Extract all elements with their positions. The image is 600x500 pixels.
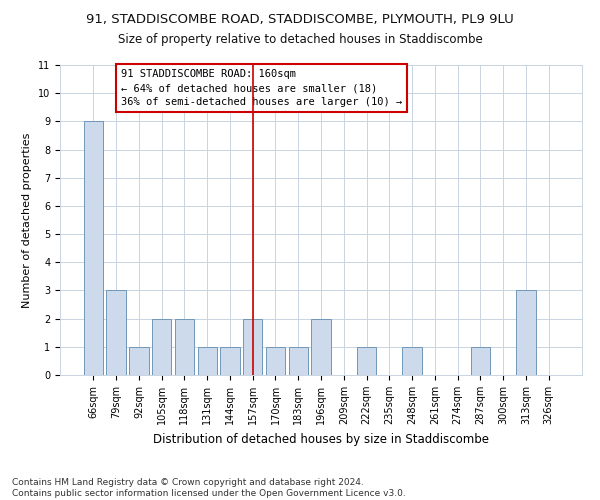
Bar — [289, 347, 308, 375]
Text: Size of property relative to detached houses in Staddiscombe: Size of property relative to detached ho… — [118, 32, 482, 46]
Bar — [129, 347, 149, 375]
X-axis label: Distribution of detached houses by size in Staddiscombe: Distribution of detached houses by size … — [153, 432, 489, 446]
Bar — [175, 318, 194, 375]
Text: 91, STADDISCOMBE ROAD, STADDISCOMBE, PLYMOUTH, PL9 9LU: 91, STADDISCOMBE ROAD, STADDISCOMBE, PLY… — [86, 12, 514, 26]
Bar — [197, 347, 217, 375]
Text: 91 STADDISCOMBE ROAD: 160sqm
← 64% of detached houses are smaller (18)
36% of se: 91 STADDISCOMBE ROAD: 160sqm ← 64% of de… — [121, 69, 402, 107]
Bar — [357, 347, 376, 375]
Text: Contains HM Land Registry data © Crown copyright and database right 2024.
Contai: Contains HM Land Registry data © Crown c… — [12, 478, 406, 498]
Bar — [516, 290, 536, 375]
Bar — [220, 347, 239, 375]
Bar — [84, 122, 103, 375]
Bar — [403, 347, 422, 375]
Bar — [106, 290, 126, 375]
Y-axis label: Number of detached properties: Number of detached properties — [22, 132, 32, 308]
Bar — [152, 318, 172, 375]
Bar — [311, 318, 331, 375]
Bar — [243, 318, 262, 375]
Bar — [470, 347, 490, 375]
Bar — [266, 347, 285, 375]
